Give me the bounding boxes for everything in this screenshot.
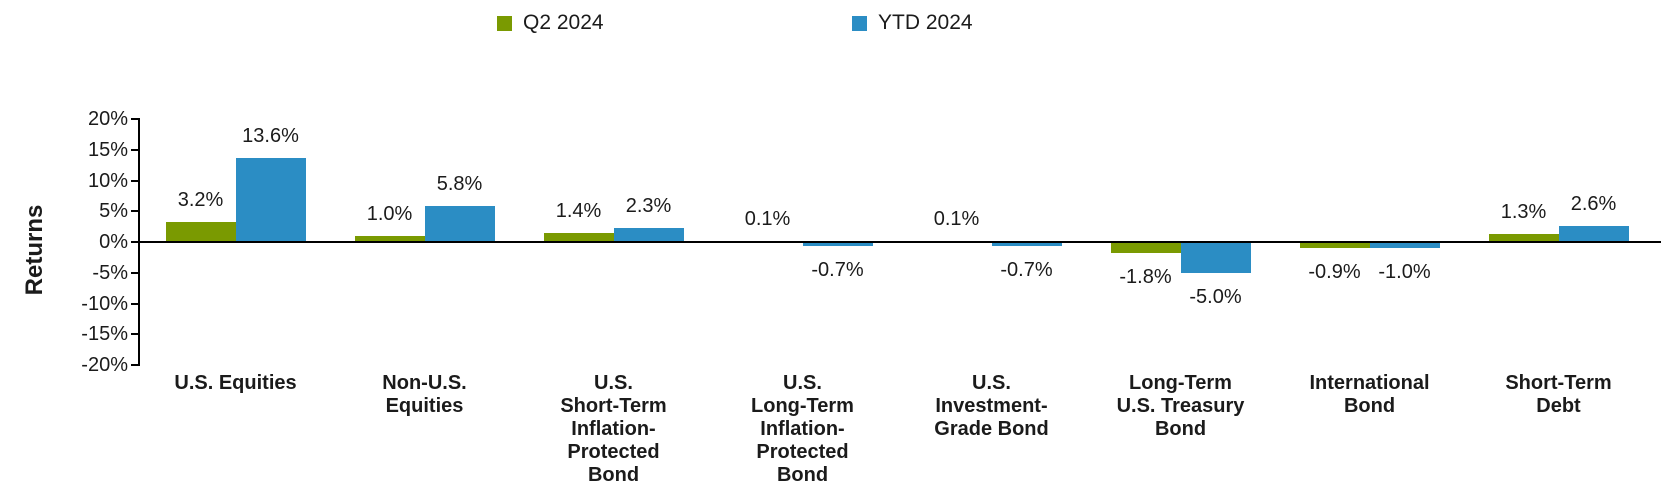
legend-swatch-q2-2024-icon bbox=[497, 15, 512, 31]
value-label: 0.1% bbox=[744, 208, 791, 230]
bar-ytd-2024 bbox=[1180, 242, 1251, 273]
y-tick-mark bbox=[131, 302, 140, 305]
y-tick-mark bbox=[131, 333, 140, 336]
bar-q2-2024 bbox=[1488, 234, 1559, 242]
y-tick-label: 10% bbox=[87, 169, 128, 192]
value-label: 2.3% bbox=[625, 194, 672, 217]
category-label: Short-Term Debt bbox=[1505, 372, 1612, 417]
value-label: 0.1% bbox=[933, 208, 980, 230]
bar-ytd-2024 bbox=[991, 242, 1062, 247]
value-label: 1.3% bbox=[1500, 201, 1547, 223]
bar-ytd-2024 bbox=[1369, 242, 1440, 249]
y-tick-label: -15% bbox=[81, 323, 128, 346]
bar-q2-2024 bbox=[1110, 242, 1181, 254]
y-tick-label: -5% bbox=[92, 261, 128, 284]
legend-item-ytd-2024: YTD 2024 bbox=[852, 9, 973, 37]
category-label: Non-U.S. Equities bbox=[382, 372, 467, 417]
bar-q2-2024 bbox=[543, 233, 614, 242]
category-label: U.S. Short-Term Inflation- Protected Bond bbox=[560, 372, 667, 486]
y-axis-line bbox=[138, 118, 140, 366]
value-label: -1.8% bbox=[1119, 266, 1172, 289]
value-label: -0.7% bbox=[811, 259, 864, 282]
category-label: U.S. Long-Term Inflation- Protected Bond bbox=[751, 372, 854, 486]
y-tick-mark bbox=[131, 271, 140, 274]
y-tick-mark bbox=[131, 364, 140, 366]
value-label: 1.4% bbox=[555, 200, 602, 223]
bar-q2-2024 bbox=[165, 222, 236, 242]
category-label: U.S. Investment- Grade Bond bbox=[934, 372, 1049, 440]
legend-label-ytd-2024: YTD 2024 bbox=[878, 11, 973, 34]
bar-q2-2024 bbox=[354, 235, 425, 242]
y-tick-mark bbox=[131, 148, 140, 151]
category-label: International Bond bbox=[1309, 372, 1430, 417]
y-tick-mark bbox=[131, 118, 140, 120]
category-label: Long-Term U.S. Treasury Bond bbox=[1116, 372, 1245, 440]
value-label: 2.6% bbox=[1570, 193, 1617, 215]
value-label: 5.8% bbox=[436, 173, 483, 196]
bar-ytd-2024 bbox=[802, 242, 873, 247]
y-tick-mark bbox=[131, 210, 140, 213]
y-tick-label: 20% bbox=[87, 108, 128, 130]
value-label: 3.2% bbox=[177, 189, 224, 212]
value-label: -5.0% bbox=[1189, 285, 1242, 308]
bar-ytd-2024 bbox=[613, 227, 684, 242]
y-tick-label: 0% bbox=[99, 231, 128, 253]
y-tick-mark bbox=[131, 179, 140, 182]
y-tick-label: 5% bbox=[99, 200, 128, 223]
legend-swatch-ytd-2024-icon bbox=[852, 15, 867, 31]
bar-ytd-2024 bbox=[424, 206, 495, 242]
y-tick-mark bbox=[131, 241, 140, 243]
bar-ytd-2024 bbox=[235, 158, 306, 242]
value-label: -0.7% bbox=[1000, 259, 1053, 282]
y-tick-label: 15% bbox=[87, 138, 128, 161]
bar-ytd-2024 bbox=[1558, 226, 1629, 242]
y-tick-label: -10% bbox=[81, 292, 128, 315]
legend-label-q2-2024: Q2 2024 bbox=[523, 11, 604, 34]
y-tick-label: -20% bbox=[81, 354, 128, 376]
value-label: -0.9% bbox=[1308, 260, 1361, 283]
x-axis-zero-line bbox=[140, 241, 1661, 243]
bar-q2-2024 bbox=[1299, 242, 1370, 248]
category-label: U.S. Equities bbox=[174, 372, 297, 394]
legend-item-q2-2024: Q2 2024 bbox=[497, 9, 604, 37]
value-label: 13.6% bbox=[242, 125, 299, 148]
value-label: 1.0% bbox=[366, 202, 413, 225]
value-label: -1.0% bbox=[1378, 261, 1431, 284]
